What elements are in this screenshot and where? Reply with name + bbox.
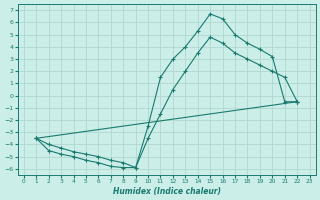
X-axis label: Humidex (Indice chaleur): Humidex (Indice chaleur) <box>113 187 221 196</box>
